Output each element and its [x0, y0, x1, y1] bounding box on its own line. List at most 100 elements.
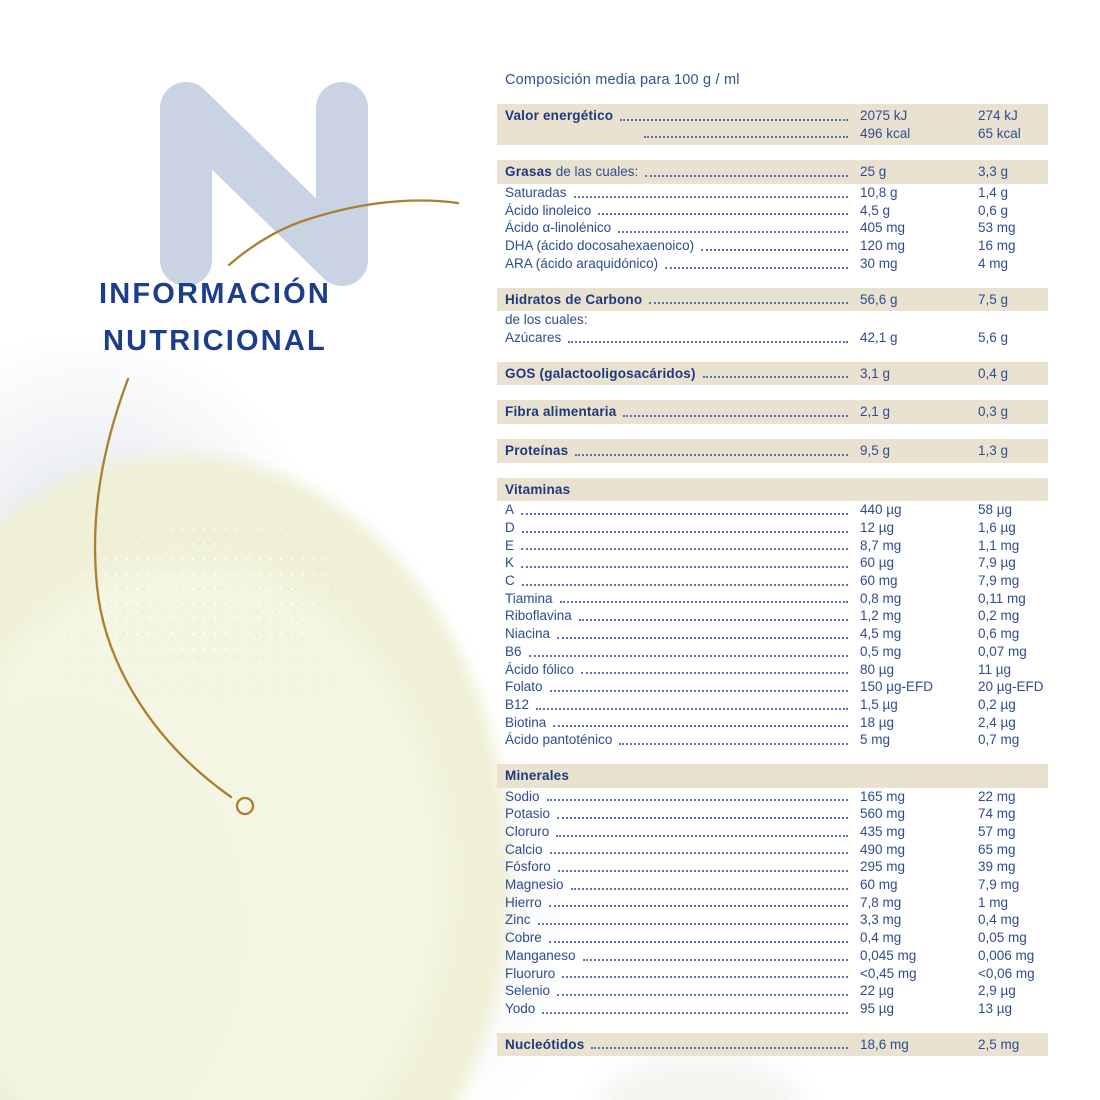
table-section: Proteínas 9,5 g 1,3 g [497, 438, 1048, 463]
row-label: Calcio [505, 841, 543, 859]
dotted-leader [665, 266, 848, 269]
row-label: Azúcares [505, 329, 561, 347]
value-per-100ml: 65 mg [978, 841, 1016, 857]
dotted-leader [562, 976, 848, 979]
table-row: Hidratos de Carbono 56,6 g 7,5 g [497, 291, 1048, 309]
dotted-leader [575, 453, 848, 456]
row-label-regular: Zinc [505, 912, 531, 928]
row-label: DHA (ácido docosahexaenoico) [505, 237, 694, 255]
table-row: Hierro 7,8 mg 1 mg [497, 894, 1048, 912]
value-per-100g: 95 µg [860, 1000, 895, 1016]
row-label: Zinc [505, 911, 531, 929]
value-per-100g: 56,6 g [860, 291, 898, 307]
row-label-regular: D [505, 520, 515, 535]
value-per-100ml: 1,6 µg [978, 520, 1016, 535]
row-label-bold: Valor energético [505, 108, 614, 123]
dotted-leader [598, 213, 848, 216]
highlight-band: Vitaminas [497, 477, 1048, 502]
page-title-line1: INFORMACIÓN [98, 278, 331, 310]
table-row: A 440 µg 58 µg [497, 501, 1048, 519]
row-label-regular: Fósforo [505, 859, 551, 875]
value-per-100g: <0,45 mg [860, 965, 917, 981]
dotted-leader [542, 1011, 848, 1014]
value-per-100ml: 2,9 µg [978, 983, 1016, 999]
value-per-100ml: 11 µg [978, 661, 1012, 677]
row-label-regular: A [505, 502, 515, 518]
table-row: Saturadas 10,8 g 1,4 g [497, 184, 1048, 202]
row-label-regular: Ácido pantoténico [505, 732, 613, 748]
value-per-100g: 7,8 mg [860, 894, 902, 910]
row-label-regular: K [505, 555, 515, 571]
row-label-regular: Folato [505, 679, 543, 695]
dotted-leader [568, 340, 848, 343]
dotted-leader [536, 707, 848, 710]
table-sections: Valor energético 2075 kJ 274 kJ 496 kcal… [497, 104, 1048, 1057]
highlight-band: Valor energético 2075 kJ 274 kJ 496 kcal… [497, 104, 1048, 146]
row-label: Grasas de las cuales: [505, 163, 638, 181]
row-label-bold: Proteínas [505, 442, 569, 458]
value-per-100ml: 0,4 mg [978, 912, 1020, 928]
value-per-100g: 3,1 g [860, 365, 891, 381]
value-per-100ml: 7,9 mg [978, 877, 1020, 893]
table-row: Selenio 22 µg 2,9 µg [497, 982, 1048, 1000]
value-per-100ml: 7,9 µg [978, 555, 1016, 571]
row-label-bold: Fibra alimentaria [505, 404, 617, 420]
row-label: B12 [505, 696, 529, 714]
value-per-100g: 30 mg [860, 255, 898, 271]
row-label: Cloruro [505, 823, 549, 841]
table-row: Sodio 165 mg 22 mg [497, 788, 1048, 806]
dotted-leader [557, 817, 848, 819]
value-per-100g: 22 µg [860, 983, 895, 999]
row-label-regular: Calcio [505, 841, 543, 857]
value-per-100g: 5 mg [860, 732, 891, 748]
dotted-leader [528, 654, 848, 657]
value-per-100g: 1,2 mg [860, 608, 902, 624]
value-per-100g: 0,4 mg [860, 930, 902, 946]
row-label: Fibra alimentaria [505, 403, 616, 421]
dotted-leader [549, 689, 848, 692]
dotted-leader [582, 958, 848, 961]
table-row: Ácido fólico 80 µg 11 µg [497, 661, 1048, 679]
value-per-100g: 1,5 µg [860, 696, 898, 712]
row-label-regular: Potasio [505, 806, 551, 822]
dotted-leader [556, 834, 848, 837]
table-section: GOS (galactooligosacáridos) 3,1 g 0,4 g [497, 361, 1048, 386]
value-per-100ml: 0,05 mg [978, 930, 1027, 946]
row-label-regular: Cloruro [505, 824, 550, 839]
highlight-band: Proteínas 9,5 g 1,3 g [497, 438, 1048, 463]
row-label-regular: de los cuales: [505, 312, 588, 328]
row-label: Manganeso [505, 947, 576, 965]
highlight-band: GOS (galactooligosacáridos) 3,1 g 0,4 g [497, 361, 1048, 386]
row-label: Hierro [505, 894, 542, 912]
highlight-band: Minerales [497, 763, 1048, 788]
row-label: Vitaminas [505, 481, 570, 499]
dotted-leader [645, 175, 848, 178]
row-label-regular: B6 [505, 643, 522, 659]
value-per-100ml: 0,3 g [978, 404, 1009, 420]
dotted-leader [644, 136, 848, 139]
value-per-100g: 8,7 mg [860, 537, 902, 553]
dotted-leader [546, 799, 848, 802]
dotted-leader [620, 118, 848, 121]
table-row: Nucleótidos 18,6 mg 2,5 mg [497, 1036, 1048, 1054]
page-title-line2: NUTRICIONAL [103, 325, 327, 357]
table-row: Riboflavina 1,2 mg 0,2 mg [497, 607, 1048, 625]
value-per-100ml: 274 kJ [978, 108, 1018, 123]
value-per-100ml: 2,5 mg [978, 1036, 1020, 1052]
row-label: Minerales [505, 767, 569, 785]
table-row: Fósforo 295 mg 39 mg [497, 858, 1048, 876]
row-label: Nucleótidos [505, 1036, 584, 1054]
table-section: Fibra alimentaria 2,1 g 0,3 g [497, 400, 1048, 424]
row-label-bold: Vitaminas [505, 481, 571, 497]
table-row: Fluoruro <0,45 mg <0,06 mg [497, 965, 1048, 983]
table-section: Grasas de las cuales: 25 g 3,3 g Saturad… [497, 160, 1048, 272]
row-label: Ácido linoleico [505, 202, 591, 220]
dotted-leader [702, 376, 848, 379]
row-label-regular: Selenio [505, 983, 551, 999]
value-per-100ml: <0,06 mg [978, 965, 1035, 981]
row-label-bold: GOS (galactooligosacáridos) [505, 365, 696, 381]
dotted-leader [559, 601, 848, 604]
row-label: Ácido fólico [505, 661, 574, 679]
value-per-100ml: 7,5 g [978, 291, 1009, 307]
table-row: C 60 mg 7,9 mg [497, 572, 1048, 590]
